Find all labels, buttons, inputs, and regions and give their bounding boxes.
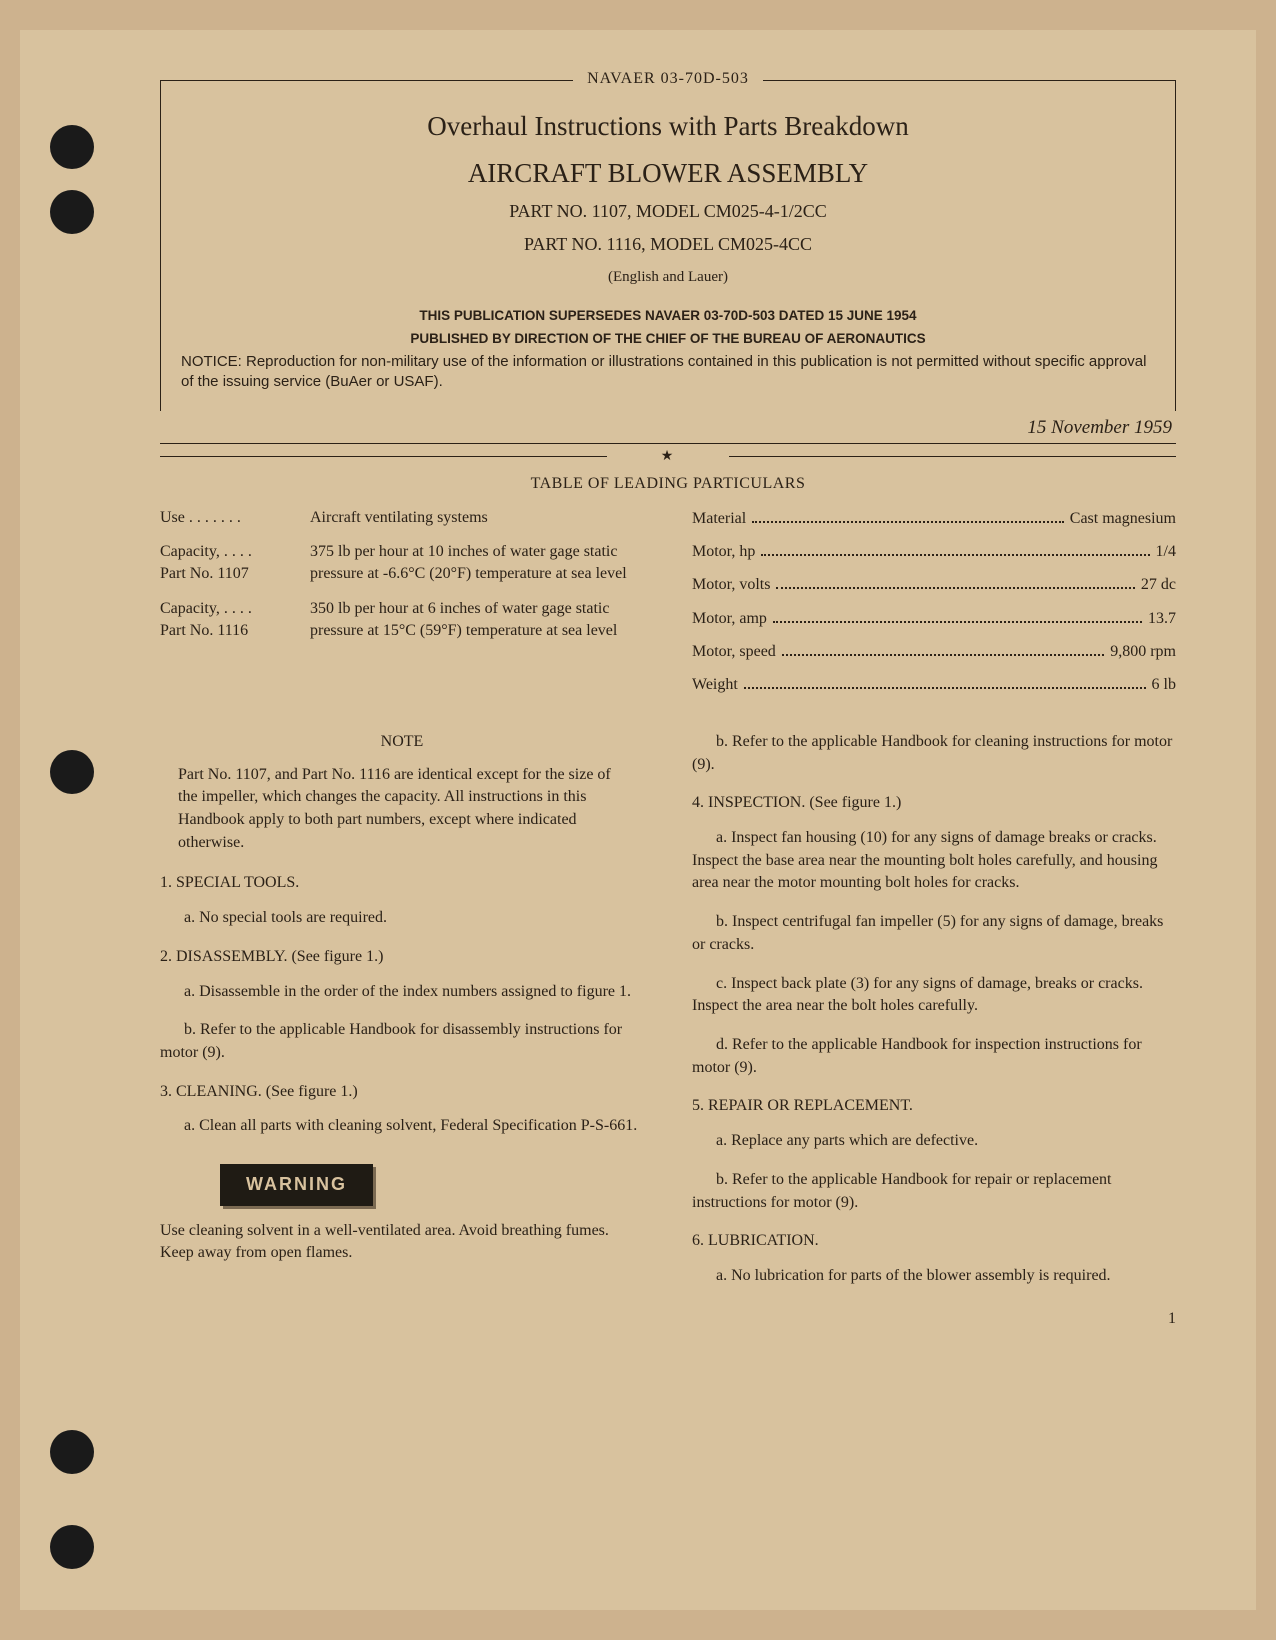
particulars-row: Motor, amp 13.7 xyxy=(692,607,1176,630)
particulars-right-col: MaterialCast magnesiumMotor, hp1/4Motor,… xyxy=(692,507,1176,707)
section-heading: 2. DISASSEMBLY. (See figure 1.) xyxy=(160,946,644,969)
particulars-label: Motor, speed xyxy=(692,641,776,663)
title-sub: AIRCRAFT BLOWER ASSEMBLY xyxy=(181,158,1155,189)
punch-hole xyxy=(50,1525,94,1569)
section-heading: 5. REPAIR OR REPLACEMENT. xyxy=(692,1095,1176,1118)
particulars-left-col: Use . . . . . . .Aircraft ventilating sy… xyxy=(160,507,644,707)
title-main: Overhaul Instructions with Parts Breakdo… xyxy=(181,111,1155,142)
section-heading: 1. SPECIAL TOOLS. xyxy=(160,872,644,895)
particulars-label: Capacity, . . . . Part No. 1107 xyxy=(160,541,310,586)
particulars-row: Motor, speed 9,800 rpm xyxy=(692,640,1176,663)
particulars-table: Use . . . . . . .Aircraft ventilating sy… xyxy=(160,507,1176,707)
particulars-row: Weight 6 lb xyxy=(692,673,1176,696)
particulars-value: 6 lb xyxy=(1152,674,1176,696)
particulars-label: Motor, amp xyxy=(692,608,767,630)
particulars-value: 27 dc xyxy=(1141,574,1176,596)
paragraph: a. Clean all parts with cleaning solvent… xyxy=(160,1115,644,1138)
paragraph: b. Inspect centrifugal fan impeller (5) … xyxy=(692,911,1176,956)
section-heading: 4. INSPECTION. (See figure 1.) xyxy=(692,792,1176,815)
section-heading: 3. CLEANING. (See figure 1.) xyxy=(160,1081,644,1104)
doc-number: NAVAER 03-70D-503 xyxy=(181,70,1155,88)
particulars-row: Use . . . . . . .Aircraft ventilating sy… xyxy=(160,507,644,529)
particulars-value: 9,800 rpm xyxy=(1110,641,1176,663)
paragraph: a. No lubrication for parts of the blowe… xyxy=(692,1265,1176,1288)
note-heading: NOTE xyxy=(160,731,644,754)
particulars-label: Use . . . . . . . xyxy=(160,507,310,529)
page-number: 1 xyxy=(692,1308,1176,1331)
paragraph: a. No special tools are required. xyxy=(160,907,644,930)
particulars-value: 1/4 xyxy=(1156,541,1176,563)
paragraph: b. Refer to the applicable Handbook for … xyxy=(692,731,1176,776)
particulars-label: Motor, hp xyxy=(692,541,755,563)
section-heading: 6. LUBRICATION. xyxy=(692,1230,1176,1253)
leader-dots xyxy=(752,507,1064,523)
particulars-label: Material xyxy=(692,508,746,530)
paragraph: d. Refer to the applicable Handbook for … xyxy=(692,1034,1176,1079)
particulars-value: 350 lb per hour at 6 inches of water gag… xyxy=(310,598,644,643)
leader-dots xyxy=(776,573,1134,589)
particulars-value: 375 lb per hour at 10 inches of water ga… xyxy=(310,541,644,586)
note-text: Part No. 1107, and Part No. 1116 are ide… xyxy=(178,764,626,855)
particulars-value: Cast magnesium xyxy=(1070,508,1176,530)
particulars-row: Capacity, . . . . Part No. 1107375 lb pe… xyxy=(160,541,644,586)
paragraph: b. Refer to the applicable Handbook for … xyxy=(160,1019,644,1064)
leader-dots xyxy=(782,640,1104,656)
particulars-row: Capacity, . . . . Part No. 1116350 lb pe… xyxy=(160,598,644,643)
punch-hole xyxy=(50,125,94,169)
body-columns: NOTE Part No. 1107, and Part No. 1116 ar… xyxy=(160,731,1176,1331)
leader-dots xyxy=(761,540,1149,556)
punch-hole xyxy=(50,750,94,794)
published-by: PUBLISHED BY DIRECTION OF THE CHIEF OF T… xyxy=(181,331,1155,346)
paragraph: c. Inspect back plate (3) for any signs … xyxy=(692,973,1176,1018)
separator: ★ xyxy=(160,448,1176,465)
manufacturer: (English and Lauer) xyxy=(181,269,1155,286)
part-line-1: PART NO. 1107, MODEL CM025-4-1/2CC xyxy=(181,201,1155,222)
body-left-col: NOTE Part No. 1107, and Part No. 1116 ar… xyxy=(160,731,644,1331)
notice: NOTICE: Reproduction for non-military us… xyxy=(181,352,1155,393)
part-line-2: PART NO. 1116, MODEL CM025-4CC xyxy=(181,234,1155,255)
warning-text: Use cleaning solvent in a well-ventilate… xyxy=(160,1220,644,1265)
particulars-row: Motor, volts 27 dc xyxy=(692,573,1176,596)
particulars-row: Motor, hp 1/4 xyxy=(692,540,1176,563)
paragraph: a. Replace any parts which are defective… xyxy=(692,1130,1176,1153)
particulars-label: Weight xyxy=(692,674,738,696)
particulars-title: TABLE OF LEADING PARTICULARS xyxy=(160,475,1176,493)
particulars-label: Capacity, . . . . Part No. 1116 xyxy=(160,598,310,643)
paragraph: b. Refer to the applicable Handbook for … xyxy=(692,1169,1176,1214)
particulars-label: Motor, volts xyxy=(692,574,770,596)
leader-dots xyxy=(744,673,1146,689)
particulars-value: 13.7 xyxy=(1148,608,1176,630)
paragraph: a. Disassemble in the order of the index… xyxy=(160,981,644,1004)
document-page: NAVAER 03-70D-503 Overhaul Instructions … xyxy=(20,30,1256,1610)
header-frame: NAVAER 03-70D-503 Overhaul Instructions … xyxy=(160,80,1176,411)
publication-date: 15 November 1959 xyxy=(160,415,1176,444)
supersedes: THIS PUBLICATION SUPERSEDES NAVAER 03-70… xyxy=(181,308,1155,323)
punch-hole xyxy=(50,190,94,234)
particulars-row: Material Cast magnesium xyxy=(692,507,1176,530)
leader-dots xyxy=(773,607,1142,623)
particulars-value: Aircraft ventilating systems xyxy=(310,507,644,529)
body-right-col: b. Refer to the applicable Handbook for … xyxy=(692,731,1176,1331)
punch-hole xyxy=(50,1430,94,1474)
warning-box: WARNING xyxy=(220,1164,373,1206)
paragraph: a. Inspect fan housing (10) for any sign… xyxy=(692,827,1176,895)
